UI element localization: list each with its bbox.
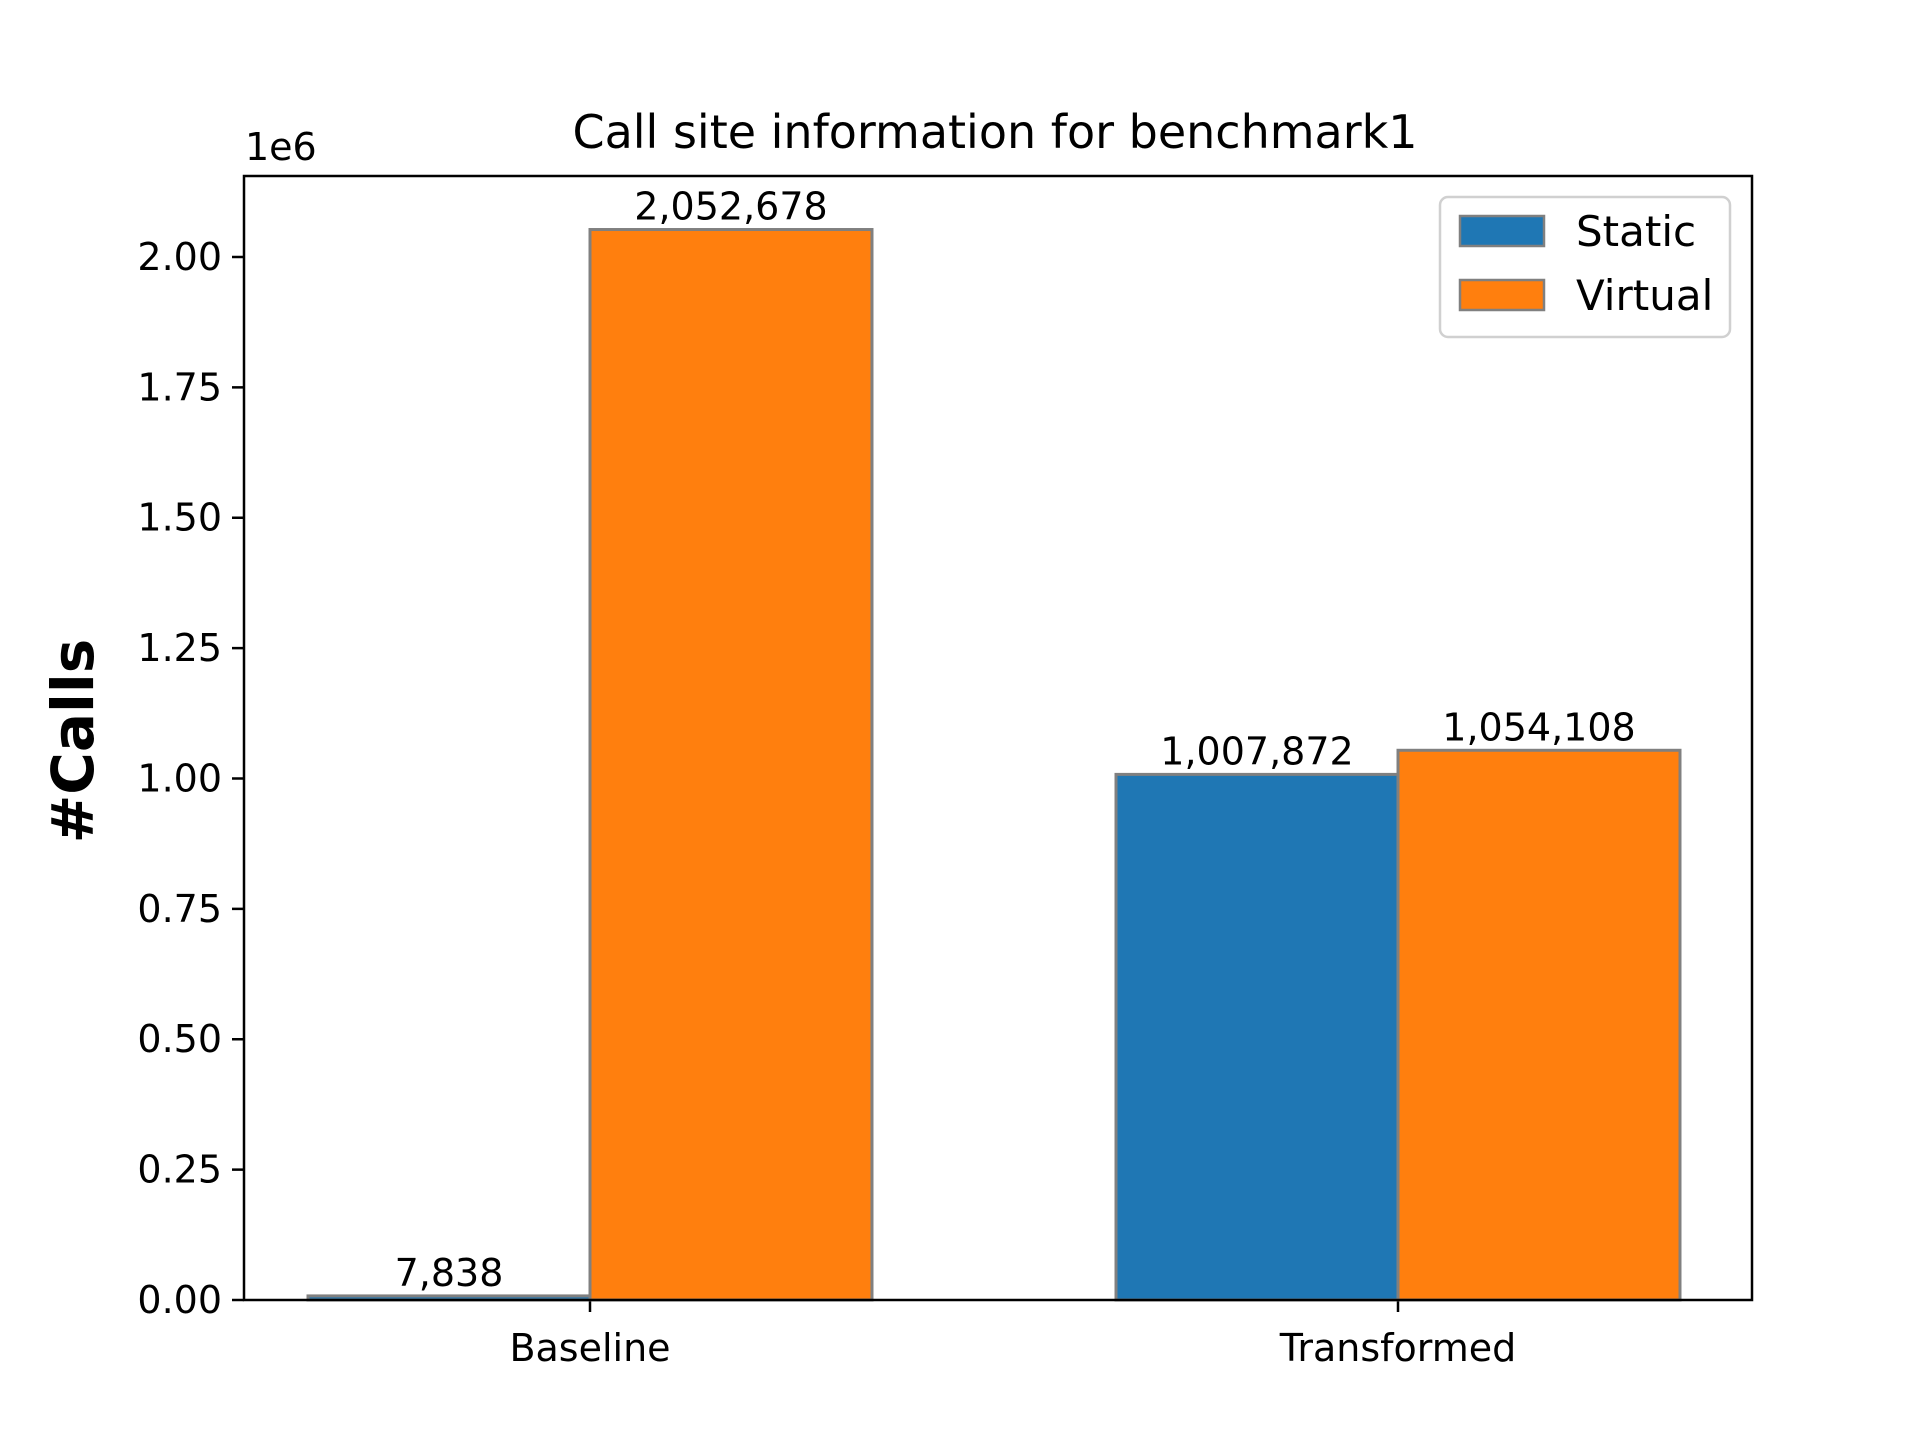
y-tick-label: 1.25 [137, 626, 222, 670]
y-tick-label: 1.75 [137, 365, 222, 409]
bar-virtual-baseline [588, 228, 874, 1302]
data-label: 1,007,872 [1160, 729, 1353, 773]
y-axis: 0.00 0.25 0.50 0.75 1.00 1.25 1.50 1.75 2.00 [137, 235, 244, 1322]
y-tick-label: 0.50 [137, 1017, 222, 1061]
y-axis-label: #Calls [39, 639, 107, 844]
bar-static-transformed [1114, 772, 1400, 1302]
x-tick-label: Baseline [509, 1326, 670, 1370]
y-tick-label: 0.00 [137, 1278, 222, 1322]
legend-swatch-virtual [1458, 278, 1546, 312]
data-label: 1,054,108 [1442, 705, 1635, 749]
chart-title: Call site information for benchmark1 [572, 105, 1417, 159]
y-tick-label: 1.50 [137, 496, 222, 540]
legend-swatch-static [1458, 214, 1546, 248]
data-label: 2,052,678 [634, 185, 827, 229]
y-tick-label: 2.00 [137, 235, 222, 279]
y-offset-label: 1e6 [245, 125, 317, 169]
data-labels-group: 7,838 2,052,678 1,007,872 1,054,108 [395, 185, 1636, 1295]
legend-label-virtual: Virtual [1576, 271, 1713, 320]
y-tick-label: 1.00 [137, 756, 222, 800]
x-tick-label: Transformed [1279, 1326, 1517, 1370]
bars-group [306, 228, 1682, 1302]
y-tick-label: 0.25 [137, 1148, 222, 1192]
bar-virtual-transformed [1396, 748, 1682, 1302]
legend: Static Virtual [1438, 195, 1732, 339]
legend-label-static: Static [1576, 207, 1696, 256]
data-label: 7,838 [395, 1251, 504, 1295]
y-tick-label: 0.75 [137, 887, 222, 931]
x-axis: Baseline Transformed [509, 1300, 1516, 1370]
plot-frame [242, 174, 1754, 1302]
